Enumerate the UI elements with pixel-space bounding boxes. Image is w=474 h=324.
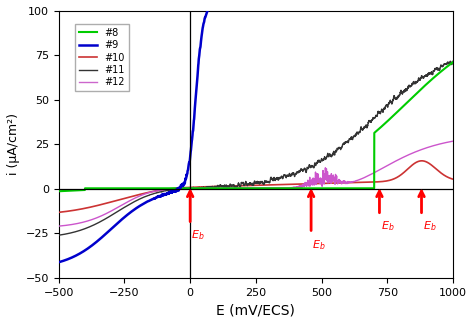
X-axis label: E (mV/ECS): E (mV/ECS) [217, 303, 295, 317]
Legend: #8, #9, #10, #11, #12: #8, #9, #10, #11, #12 [75, 24, 129, 91]
Y-axis label: i (μA/cm²): i (μA/cm²) [7, 113, 20, 175]
Text: E$_b$: E$_b$ [312, 239, 326, 252]
Text: E$_b$: E$_b$ [423, 219, 437, 233]
Text: E$_b$: E$_b$ [381, 219, 394, 233]
Text: E$_b$: E$_b$ [191, 228, 205, 242]
